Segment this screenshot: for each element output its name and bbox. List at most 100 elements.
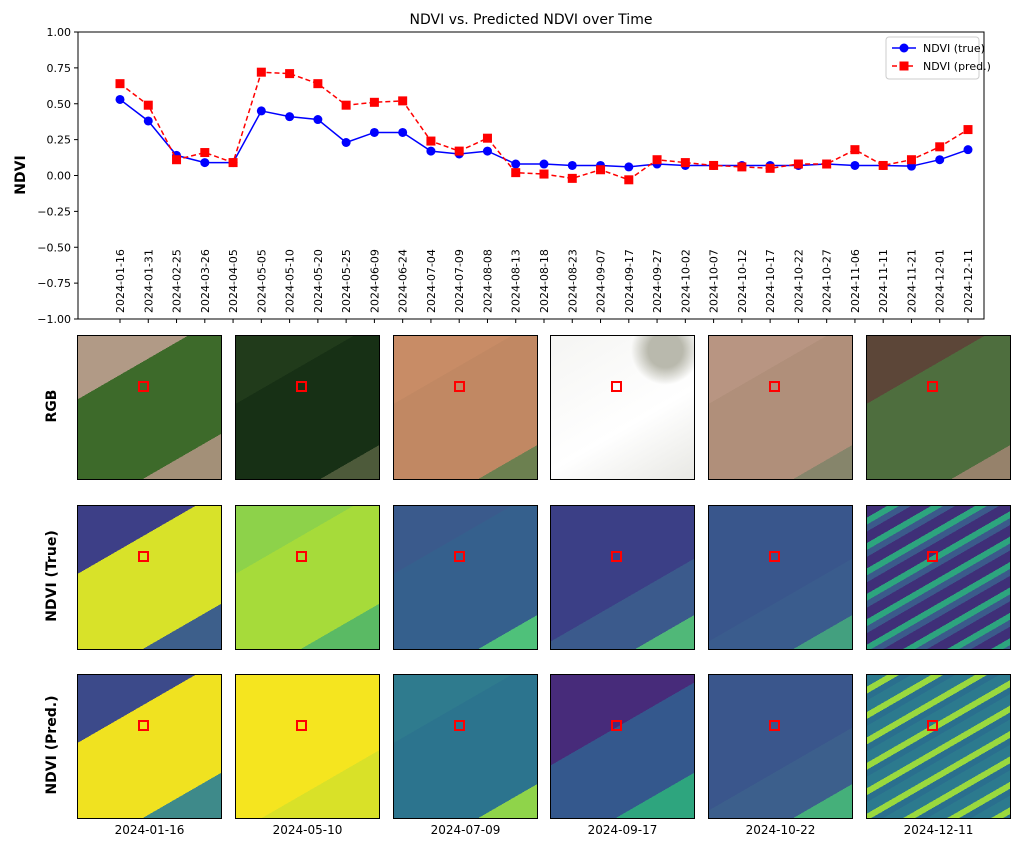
y-axis-label: NDVI (13, 155, 29, 194)
x-tick-label: 2024-08-08 (481, 249, 494, 313)
data-point-true (567, 160, 577, 170)
x-tick-label: 2024-12-11 (962, 249, 975, 313)
x-tick-label: 2024-10-27 (821, 249, 834, 313)
data-point-pred (115, 79, 125, 89)
data-point-true (850, 160, 860, 170)
data-point-pred (482, 133, 492, 143)
legend-marker-true (899, 43, 909, 53)
x-tick-label: 2024-06-24 (397, 249, 410, 313)
x-tick-label: 2024-08-18 (538, 249, 551, 313)
ndvi-pred-image-tile (550, 674, 695, 819)
data-point-pred (369, 97, 379, 107)
chart-title: NDVI vs. Predicted NDVI over Time (410, 12, 653, 28)
ndvi-pred-image-tile (866, 674, 1011, 819)
data-point-pred (963, 125, 973, 135)
data-point-pred (143, 100, 153, 110)
data-point-pred (426, 136, 436, 146)
x-tick-label: 2024-04-05 (227, 249, 240, 313)
data-point-pred (539, 169, 549, 179)
x-tick-label: 2024-09-27 (651, 249, 664, 313)
data-point-true (341, 137, 351, 147)
legend-label-pred: NDVI (pred.) (923, 60, 991, 73)
x-tick-label: 2024-03-26 (199, 249, 212, 313)
y-tick-label: 0.75 (47, 62, 72, 75)
rgb-image-tile (866, 335, 1011, 480)
ndvi-line-chart: NDVI vs. Predicted NDVI over Time NDVI 1… (13, 12, 991, 326)
x-tick-label: 2024-11-21 (905, 249, 918, 313)
pixel-location-marker (454, 551, 465, 562)
x-tick-label: 2024-07-09 (453, 249, 466, 313)
data-point-true (369, 127, 379, 137)
column-date-label: 2024-01-16 (114, 823, 185, 837)
pixel-location-marker (927, 551, 938, 562)
data-point-true (935, 155, 945, 165)
rgb-image-tile (235, 335, 380, 480)
pixel-location-marker (138, 551, 149, 562)
data-point-pred (624, 175, 634, 185)
legend-label-true: NDVI (true) (923, 42, 985, 55)
data-point-pred (850, 145, 860, 155)
column-date-label: 2024-10-22 (745, 823, 816, 837)
y-tick-label: 0.00 (47, 170, 72, 183)
y-tick-label: −0.50 (37, 241, 71, 254)
data-point-pred (172, 155, 182, 165)
data-point-pred (765, 163, 775, 173)
pixel-location-marker (769, 381, 780, 392)
data-point-true (256, 106, 266, 116)
data-point-true (313, 115, 323, 125)
x-tick-label: 2024-10-12 (736, 249, 749, 313)
x-tick-label: 2024-01-16 (114, 249, 127, 313)
x-tick-label: 2024-10-22 (792, 249, 805, 313)
y-tick-label: −0.75 (37, 277, 71, 290)
x-tick-label: 2024-11-06 (849, 249, 862, 313)
y-tick-label: 1.00 (47, 26, 72, 39)
x-tick-label: 2024-10-17 (764, 249, 777, 313)
rgb-image-tile (77, 335, 222, 480)
series-line-true (119, 98, 969, 168)
data-point-pred (596, 165, 606, 175)
ndvi-pred-image-tile (235, 674, 380, 819)
ndvi-true-image-tile (550, 505, 695, 650)
data-point-pred (906, 155, 916, 165)
y-tick-label: 0.25 (47, 134, 72, 147)
data-point-true (115, 94, 125, 104)
data-point-true (482, 146, 492, 156)
pixel-location-marker (769, 551, 780, 562)
pixel-location-marker (454, 720, 465, 731)
ndvi-true-image-tile (235, 505, 380, 650)
x-tick-label: 2024-10-07 (708, 249, 721, 313)
pixel-location-marker (927, 381, 938, 392)
pixel-location-marker (454, 381, 465, 392)
data-point-pred (398, 96, 408, 106)
data-point-pred (567, 173, 577, 183)
column-date-label: 2024-07-09 (430, 823, 501, 837)
x-tick-label: 2024-08-23 (566, 249, 579, 313)
ndvi-true-image-tile (708, 505, 853, 650)
pixel-location-marker (296, 551, 307, 562)
data-point-true (143, 116, 153, 126)
pixel-location-marker (927, 720, 938, 731)
rgb-image-tile (708, 335, 853, 480)
row-label-ndvi-pred: NDVI (Pred.) (44, 695, 60, 795)
rgb-image-tile (393, 335, 538, 480)
data-point-pred (709, 160, 719, 170)
legend: NDVI (true) NDVI (pred.) (885, 36, 991, 80)
x-tick-label: 2024-01-31 (142, 249, 155, 313)
data-point-true (200, 158, 210, 168)
data-point-pred (680, 158, 690, 168)
pixel-location-marker (769, 720, 780, 731)
column-date-label: 2024-05-10 (272, 823, 343, 837)
data-point-pred (341, 100, 351, 110)
pixel-location-marker (138, 381, 149, 392)
ndvi-true-image-tile (866, 505, 1011, 650)
x-tick-label: 2024-12-01 (934, 249, 947, 313)
pixel-location-marker (138, 720, 149, 731)
data-point-pred (313, 79, 323, 89)
ndvi-true-image-tile (77, 505, 222, 650)
x-tick-label: 2024-05-10 (284, 249, 297, 313)
data-point-pred (737, 162, 747, 172)
data-point-pred (793, 159, 803, 169)
data-point-pred (256, 67, 266, 77)
x-tick-label: 2024-09-07 (595, 249, 608, 313)
